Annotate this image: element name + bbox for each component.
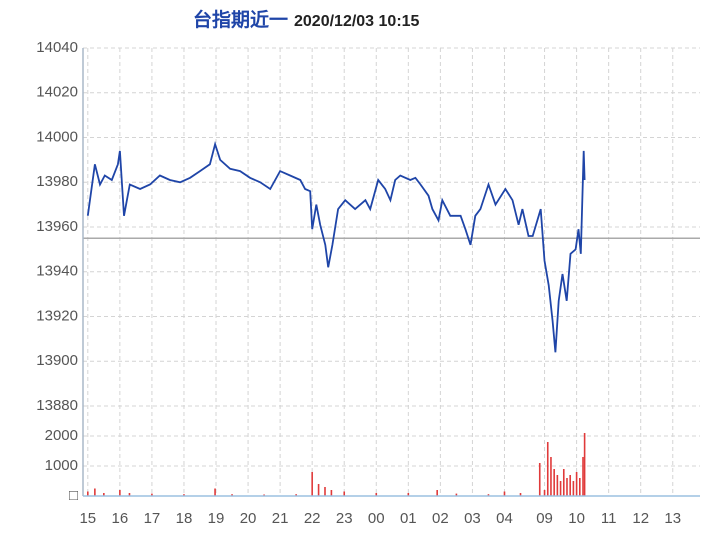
volume-bar (579, 478, 581, 496)
y-tick-label: 13940 (36, 263, 78, 280)
volume-bar (128, 493, 131, 496)
volume-bar (407, 493, 410, 496)
chart-title: 台指期近一 (193, 8, 288, 31)
x-tick-label: 18 (176, 510, 193, 527)
price-line (86, 140, 586, 353)
volume-bar (582, 457, 584, 496)
x-tick-label: 10 (568, 510, 585, 527)
volume-bar (94, 488, 96, 496)
volume-bar (487, 494, 490, 496)
chart-subtitle: 2020/12/03 10:15 (294, 13, 420, 30)
x-tick-label: 20 (240, 510, 257, 527)
volume-bar (575, 472, 578, 496)
volume-bar (543, 490, 546, 496)
x-tick-label: 17 (144, 510, 161, 527)
y-tick-label: 13920 (36, 307, 78, 324)
volume-bar (183, 494, 185, 496)
x-tick-label: 09 (536, 510, 553, 527)
volume-bar (119, 490, 121, 496)
volume-bar (519, 493, 522, 496)
volume-bar (151, 493, 153, 496)
x-tick-label: 21 (272, 510, 289, 527)
x-tick-label: 11 (601, 510, 617, 527)
x-tick-label: 22 (304, 510, 321, 527)
volume-bar (214, 488, 216, 496)
y-tick-label: 13960 (36, 218, 78, 235)
x-tick-label: 23 (336, 510, 353, 527)
x-tick-label: 00 (368, 510, 385, 527)
x-tick-label: 03 (464, 510, 481, 527)
volume-bar (572, 481, 575, 496)
volume-bar (311, 472, 313, 496)
volume-bar (343, 491, 346, 496)
volume-bar (330, 490, 333, 496)
volume-bar (562, 469, 565, 496)
volume-bar (503, 491, 506, 496)
volume-bar (566, 478, 568, 496)
volume-bar (317, 484, 320, 496)
x-tick-label: 12 (632, 510, 649, 527)
x-tick-label: 16 (112, 510, 129, 527)
volume-bar (583, 433, 586, 496)
volume-bar (569, 475, 571, 496)
volume-bar (231, 494, 233, 496)
x-tick-label: 04 (496, 510, 513, 527)
volume-bar (559, 481, 562, 496)
volume-bar (375, 493, 378, 496)
y-tick-label: 13880 (36, 397, 78, 414)
y-tick-label: 14000 (36, 128, 78, 145)
volume-bar (553, 469, 555, 496)
volume-bar (556, 475, 559, 496)
volume-bar (546, 442, 549, 496)
y-tick-label: 13900 (36, 352, 78, 369)
volume-bar (436, 490, 438, 496)
volume-bar (550, 457, 552, 496)
y-tick-label: 13980 (36, 173, 78, 190)
y-tick-label: 1000 (45, 457, 78, 474)
x-tick-label: 15 (79, 510, 96, 527)
y-tick-label: 14040 (36, 39, 78, 56)
x-tick-label: 19 (208, 510, 225, 527)
volume-bar (103, 493, 105, 496)
x-tick-label: 13 (664, 510, 681, 527)
y-tick-label: □ (69, 487, 78, 504)
volume-bar (295, 494, 297, 496)
volume-bar (538, 463, 541, 496)
y-tick-label: 14020 (36, 84, 78, 101)
volume-bar (324, 487, 326, 496)
x-tick-label: 02 (432, 510, 449, 527)
y-tick-label: 2000 (45, 427, 78, 444)
x-tick-label: 01 (400, 510, 417, 527)
volume-bar (455, 493, 458, 496)
volume-bar (87, 491, 89, 496)
